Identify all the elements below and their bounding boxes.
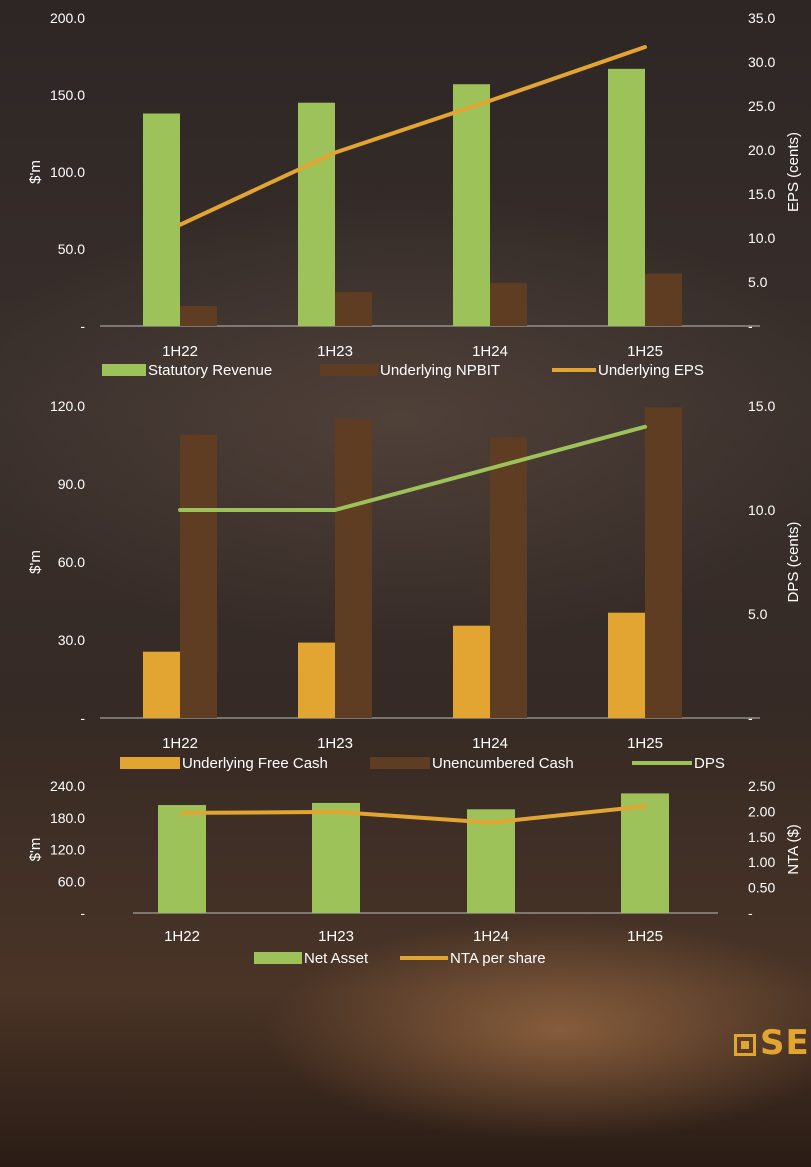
line-dps: [178, 424, 647, 512]
bar-net-asset: [312, 802, 360, 913]
legend-label: Unencumbered Cash: [432, 755, 574, 772]
y-tick-label: -: [80, 318, 85, 334]
y2-tick-label: -: [748, 710, 753, 726]
line-underlying-eps: [178, 45, 647, 227]
y2-tick-label: 25.0: [748, 98, 775, 114]
bar-underlying-free-cash: [608, 612, 645, 718]
legend-label: Net Asset: [304, 950, 369, 967]
logo-mark-icon: [734, 1034, 756, 1056]
y2-tick-label: 0.50: [748, 880, 775, 896]
chart-3: 240.0 180.0 120.0 60.0 - 2.50 2.00 1.50 1.00 0.50…: [27, 778, 802, 967]
legend-label: DPS: [694, 755, 725, 772]
x-tick-label: 1H22: [164, 928, 200, 945]
legend-swatch: [120, 757, 180, 769]
x-tick-label: 1H25: [627, 928, 663, 945]
legend-label: Underlying Free Cash: [182, 755, 328, 772]
y2-tick-label: 1.00: [748, 854, 775, 870]
legend-swatch: [102, 364, 146, 376]
y2-tick-label: 5.0: [748, 606, 768, 622]
y2-tick-label: 10.0: [748, 502, 775, 518]
y-tick-label: 200.0: [50, 10, 85, 26]
y-tick-label: 60.0: [58, 873, 85, 889]
y-tick-label: 120.0: [50, 842, 85, 858]
bar-net-asset: [467, 809, 515, 913]
y-axis-title: $'m: [27, 838, 44, 862]
bar-underlying-npbit: [490, 282, 527, 326]
y-tick-label: 50.0: [58, 241, 85, 257]
chart-1: 200.0 150.0 100.0 50.0 - 35.0 30.0 25.0 20.0 15.0…: [27, 10, 802, 379]
y2-tick-label: -: [748, 318, 753, 334]
bar-unencumbered-cash: [335, 419, 372, 718]
bar-underlying-npbit: [180, 305, 217, 326]
y-tick-label: 90.0: [58, 476, 85, 492]
company-logo: SE: [734, 1023, 810, 1063]
bar-statutory-revenue: [608, 68, 645, 326]
y-tick-label: -: [80, 905, 85, 921]
x-tick-label: 1H22: [162, 735, 198, 752]
y2-tick-label: 15.0: [748, 186, 775, 202]
y2-axis-title: NTA ($): [785, 824, 802, 875]
y-tick-label: 30.0: [58, 632, 85, 648]
x-tick-label: 1H22: [162, 343, 198, 360]
y-axis-title: $'m: [27, 550, 44, 574]
y2-tick-label: 10.0: [748, 230, 775, 246]
legend-swatch: [254, 952, 302, 964]
y-tick-label: 240.0: [50, 778, 85, 794]
legend-label: Statutory Revenue: [148, 362, 272, 379]
y2-tick-label: 30.0: [748, 54, 775, 70]
y2-axis-title: EPS (cents): [785, 132, 802, 212]
y-axis-title: $'m: [27, 160, 44, 184]
y2-tick-label: 35.0: [748, 10, 775, 26]
y2-tick-label: 2.50: [748, 778, 775, 794]
x-tick-label: 1H23: [318, 928, 354, 945]
x-tick-label: 1H24: [473, 928, 509, 945]
legend-label: Underlying NPBIT: [380, 362, 500, 379]
y-tick-label: 60.0: [58, 554, 85, 570]
y-tick-label: 150.0: [50, 87, 85, 103]
bar-underlying-npbit: [645, 273, 682, 326]
y2-tick-label: 15.0: [748, 398, 775, 414]
x-tick-label: 1H23: [317, 343, 353, 360]
bar-statutory-revenue: [453, 84, 490, 326]
bar-net-asset: [621, 793, 669, 913]
y2-tick-label: -: [748, 905, 753, 921]
x-tick-label: 1H24: [472, 735, 508, 752]
x-tick-label: 1H25: [627, 735, 663, 752]
x-tick-label: 1H25: [627, 343, 663, 360]
y-tick-label: 120.0: [50, 398, 85, 414]
bar-statutory-revenue: [143, 113, 180, 326]
bar-underlying-free-cash: [453, 625, 490, 718]
legend-swatch: [370, 757, 430, 769]
bar-underlying-free-cash: [298, 642, 335, 718]
bar-unencumbered-cash: [180, 434, 217, 718]
y2-tick-label: 5.0: [748, 274, 768, 290]
line-nta-per-share: [180, 804, 647, 825]
legend-swatch: [320, 364, 378, 376]
legend-label: NTA per share: [450, 950, 546, 967]
bar-unencumbered-cash: [645, 407, 682, 718]
bar-net-asset: [158, 805, 206, 913]
chart-2: 120.0 90.0 60.0 30.0 - 15.0 10.0 5.0 - $'m DPS (ce…: [27, 398, 802, 772]
x-tick-label: 1H23: [317, 735, 353, 752]
y-tick-label: -: [80, 710, 85, 726]
x-tick-label: 1H24: [472, 343, 508, 360]
y2-tick-label: 20.0: [748, 142, 775, 158]
y2-tick-label: 1.50: [748, 829, 775, 845]
y2-tick-label: 2.00: [748, 803, 775, 819]
y-tick-label: 180.0: [50, 810, 85, 826]
bar-underlying-free-cash: [143, 651, 180, 718]
bar-unencumbered-cash: [490, 437, 527, 718]
legend-label: Underlying EPS: [598, 362, 704, 379]
y2-axis-title: DPS (cents): [785, 522, 802, 603]
logo-text: SE: [760, 1023, 810, 1063]
bar-statutory-revenue: [298, 102, 335, 326]
bar-underlying-npbit: [335, 292, 372, 326]
y-tick-label: 100.0: [50, 164, 85, 180]
